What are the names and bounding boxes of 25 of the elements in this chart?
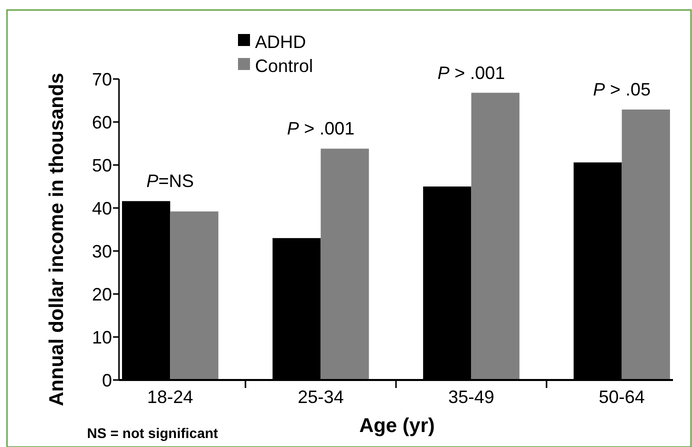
y-tick-label: 70 bbox=[92, 69, 112, 90]
legend-label: ADHD bbox=[255, 32, 306, 52]
x-tick-label: 35-49 bbox=[448, 387, 494, 407]
bar bbox=[471, 92, 520, 380]
annotation: P > .001 bbox=[437, 62, 506, 83]
legend-label: Control bbox=[255, 56, 314, 76]
annotation: P=NS bbox=[146, 171, 194, 192]
y-tick-label: 10 bbox=[92, 327, 112, 348]
annotation: P > .05 bbox=[593, 80, 651, 100]
y-tick-label: 60 bbox=[92, 112, 112, 132]
bar bbox=[170, 211, 218, 380]
x-tick-label: 18-24 bbox=[147, 387, 194, 407]
y-tick-label: 0 bbox=[102, 370, 112, 390]
y-tick-label: 20 bbox=[92, 284, 112, 304]
x-axis-title: Age (yr) bbox=[359, 415, 435, 437]
text: NS = not significant bbox=[87, 425, 218, 441]
x-tick-label: 25-34 bbox=[298, 387, 344, 407]
annotation: P > .001 bbox=[286, 118, 355, 139]
x-tick-label: 50-64 bbox=[598, 387, 645, 407]
bar bbox=[622, 110, 670, 380]
bar bbox=[320, 148, 369, 380]
y-tick-label: 40 bbox=[92, 198, 112, 218]
y-axis-title: Annual dollar income in thousands bbox=[46, 72, 68, 406]
y-tick-label: 30 bbox=[92, 241, 112, 262]
y-tick-label: 50 bbox=[92, 155, 112, 176]
